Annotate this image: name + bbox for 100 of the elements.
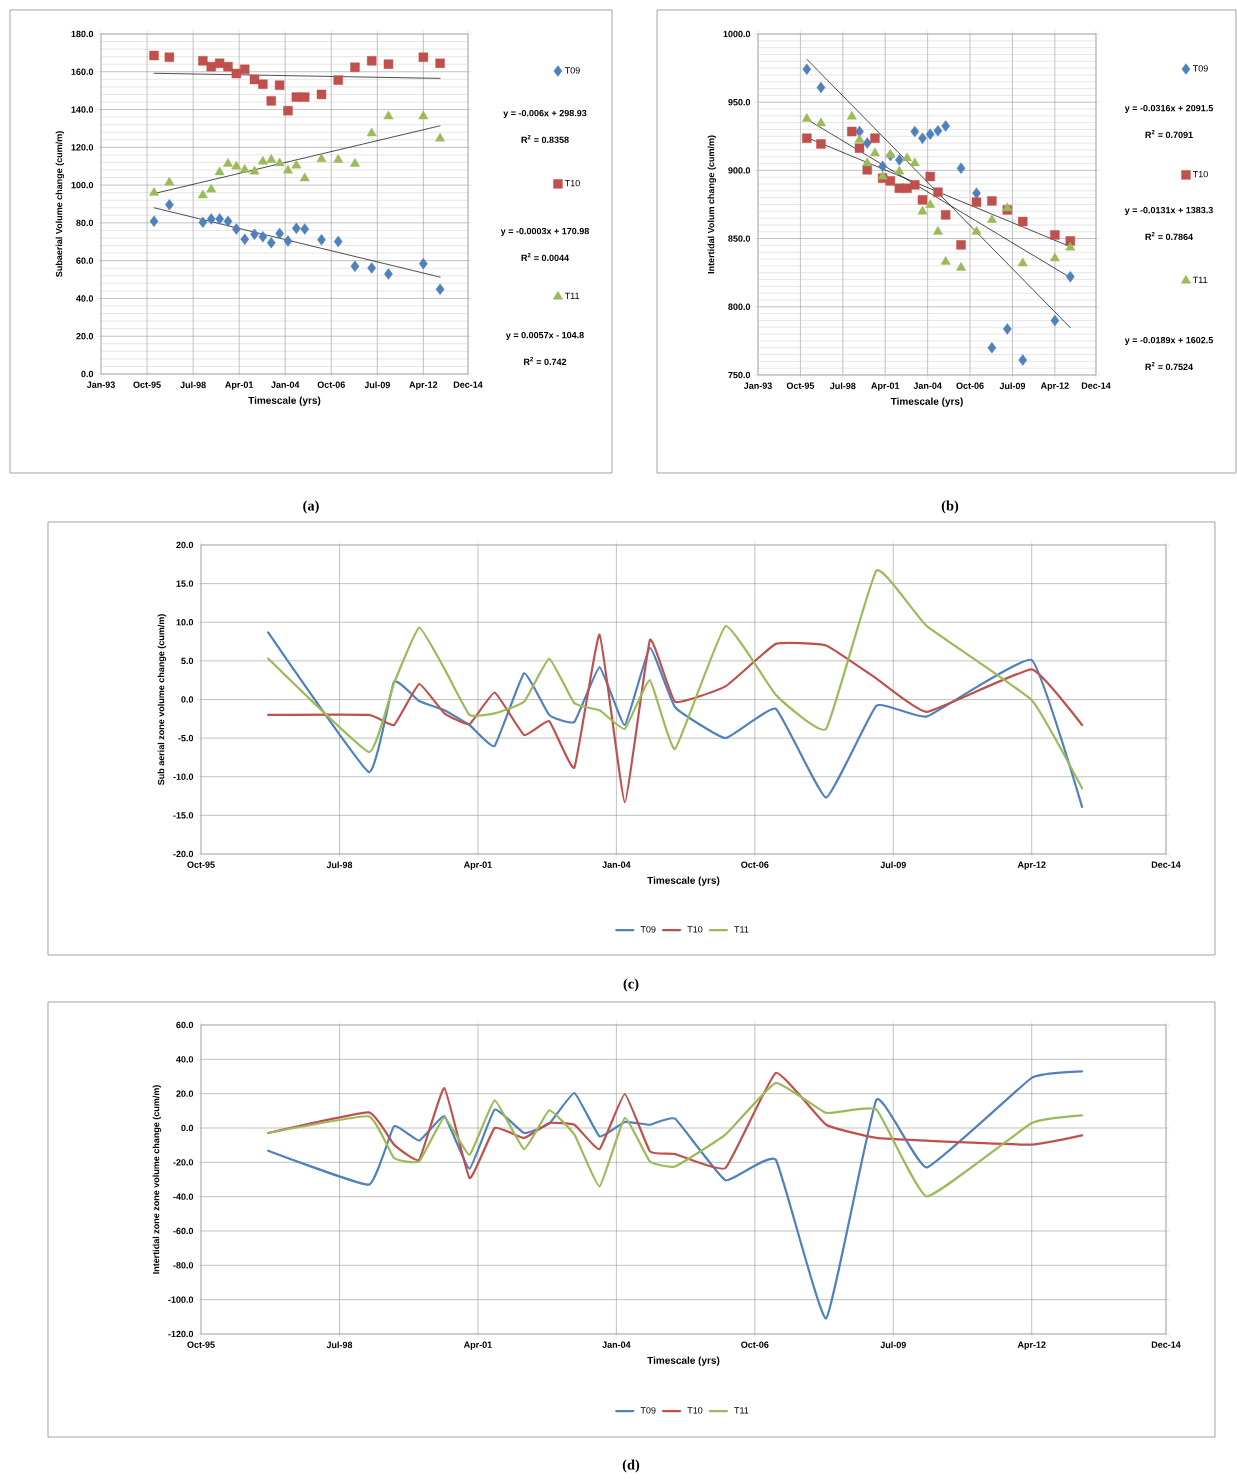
- text: y = -0.0003x + 170.98: [500, 227, 589, 237]
- text: (d): [622, 1459, 640, 1473]
- y-tick-label: 5.0: [181, 657, 194, 665]
- x-tick-label: Apr-12: [409, 381, 438, 390]
- x-tick-label: Apr-01: [463, 1341, 492, 1350]
- y-axis-title: Intertidal zone zone volume change (cum/m): [152, 1085, 162, 1274]
- x-axis-title: Timescale (yrs): [890, 397, 963, 407]
- legend-label: T11: [564, 292, 580, 299]
- x-tick-label: Jul-09: [364, 381, 390, 389]
- y-tick-label: 60.0: [76, 257, 94, 264]
- y-axis-title: Sub aerial zone volume change (cum/m): [157, 614, 167, 785]
- x-tick-label: Jan-04: [602, 861, 631, 868]
- text: y = -0.0189x + 1602.5: [1124, 336, 1214, 346]
- y-tick-label: 20.0: [176, 1090, 194, 1097]
- y-tick-label: 40.0: [76, 295, 94, 302]
- y-tick-label: 180.0: [71, 30, 94, 38]
- x-tick-label: Jul-09: [880, 1341, 906, 1349]
- y-tick-label: 950.0: [728, 99, 751, 106]
- text: R$^{2}$ = 0.7524: [1145, 361, 1193, 371]
- text: R$^{2}$ = 0.742: [524, 356, 567, 366]
- y-tick-label: -60.0: [173, 1227, 194, 1235]
- y-tick-label: -10.0: [173, 773, 194, 780]
- x-tick-label: Apr-12: [1017, 861, 1046, 870]
- x-tick-label: Apr-12: [1040, 382, 1069, 391]
- x-tick-label: Dec-14: [453, 381, 483, 388]
- x-tick-label: Dec-14: [1081, 382, 1111, 389]
- text: R$^{2}$ = 0.7864: [1145, 231, 1193, 241]
- x-tick-label: Jan-93: [743, 382, 772, 389]
- y-tick-label: -80.0: [173, 1262, 194, 1269]
- y-tick-label: 20.0: [176, 541, 194, 549]
- x-tick-label: Apr-01: [463, 861, 492, 870]
- x-tick-label: Dec-14: [1151, 861, 1181, 868]
- text: R$^{2}$ = 0.8358: [521, 134, 569, 144]
- x-tick-label: Jan-04: [913, 382, 942, 389]
- text: (a): [303, 500, 319, 514]
- x-tick-label: Jan-04: [602, 1341, 631, 1348]
- y-tick-label: -100.0: [168, 1296, 194, 1303]
- legend-label: T09: [640, 926, 656, 933]
- y-axis-title: Intertidal Volum change (cum/m): [707, 135, 717, 274]
- legend-label: T09: [640, 1407, 656, 1414]
- y-tick-label: -20.0: [173, 1159, 194, 1166]
- y-tick-label: -120.0: [168, 1330, 194, 1338]
- x-tick-label: Dec-14: [1151, 1341, 1181, 1348]
- x-tick-label: Jan-93: [86, 381, 115, 388]
- x-tick-label: Jul-09: [880, 861, 906, 869]
- y-tick-label: 15.0: [176, 580, 194, 587]
- legend-label: T11: [734, 926, 749, 933]
- y-tick-label: -15.0: [173, 812, 194, 819]
- x-tick-label: Oct-06: [956, 382, 984, 389]
- y-tick-label: 0.0: [181, 696, 194, 703]
- x-axis-title: Timescale (yrs): [647, 1356, 720, 1366]
- text: y = -0.0131x + 1383.3: [1124, 206, 1213, 216]
- x-tick-label: Oct-06: [741, 861, 769, 868]
- legend-label: T10: [564, 179, 580, 187]
- y-tick-label: 0.0: [181, 1124, 194, 1132]
- x-tick-label: Jul-98: [326, 861, 353, 869]
- y-tick-label: 160.0: [71, 68, 94, 75]
- y-tick-label: 750.0: [728, 371, 751, 379]
- y-tick-label: -40.0: [173, 1193, 194, 1200]
- x-tick-label: Jul-98: [829, 382, 856, 390]
- text: y = -0.0316x + 2091.5: [1124, 104, 1214, 114]
- y-tick-label: 10.0: [176, 619, 194, 626]
- x-tick-label: Oct-95: [133, 381, 161, 388]
- y-tick-label: 900.0: [728, 167, 751, 174]
- text: y = 0.0057x - 104.8: [505, 331, 584, 341]
- legend-label: T11: [734, 1407, 749, 1414]
- legend-label: T09: [564, 67, 580, 74]
- y-tick-label: 140.0: [71, 106, 94, 113]
- y-tick-label: 40.0: [176, 1056, 194, 1063]
- y-tick-label: -5.0: [178, 734, 194, 742]
- legend-label: T10: [687, 1407, 703, 1414]
- text: (c): [623, 978, 639, 992]
- x-axis-title: Timescale (yrs): [647, 876, 720, 886]
- y-tick-label: 800.0: [728, 303, 751, 310]
- x-tick-label: Apr-12: [1017, 1341, 1046, 1350]
- x-tick-label: Apr-01: [871, 382, 900, 391]
- text: R$^{2}$ = 0.7091: [1145, 129, 1193, 139]
- y-tick-label: 850.0: [728, 235, 751, 242]
- x-tick-label: Apr-01: [225, 381, 254, 390]
- y-tick-label: 100.0: [71, 181, 94, 189]
- x-tick-label: Jul-98: [326, 1341, 353, 1349]
- x-tick-label: Oct-06: [741, 1341, 769, 1348]
- x-tick-label: Oct-06: [317, 381, 345, 388]
- x-tick-label: Oct-95: [187, 861, 215, 868]
- y-axis-title: Subaerial Volume change (cum/m): [55, 131, 65, 277]
- y-tick-label: 1000.0: [723, 30, 751, 38]
- x-tick-label: Oct-95: [187, 1341, 215, 1348]
- text: R$^{2}$ = 0.0044: [521, 252, 569, 262]
- y-tick-label: -20.0: [173, 850, 194, 858]
- y-tick-label: 120.0: [71, 144, 94, 151]
- legend-label: T10: [687, 926, 703, 933]
- x-tick-label: Jul-98: [180, 381, 206, 389]
- x-axis-title: Timescale (yrs): [248, 396, 321, 406]
- legend-label: T10: [1192, 170, 1208, 178]
- y-tick-label: 80.0: [76, 219, 94, 227]
- legend-label: T11: [1192, 276, 1208, 283]
- legend-label: T09: [1192, 65, 1208, 72]
- x-tick-label: Jul-09: [999, 382, 1026, 390]
- y-tick-label: 20.0: [76, 333, 94, 340]
- text: (b): [941, 500, 959, 514]
